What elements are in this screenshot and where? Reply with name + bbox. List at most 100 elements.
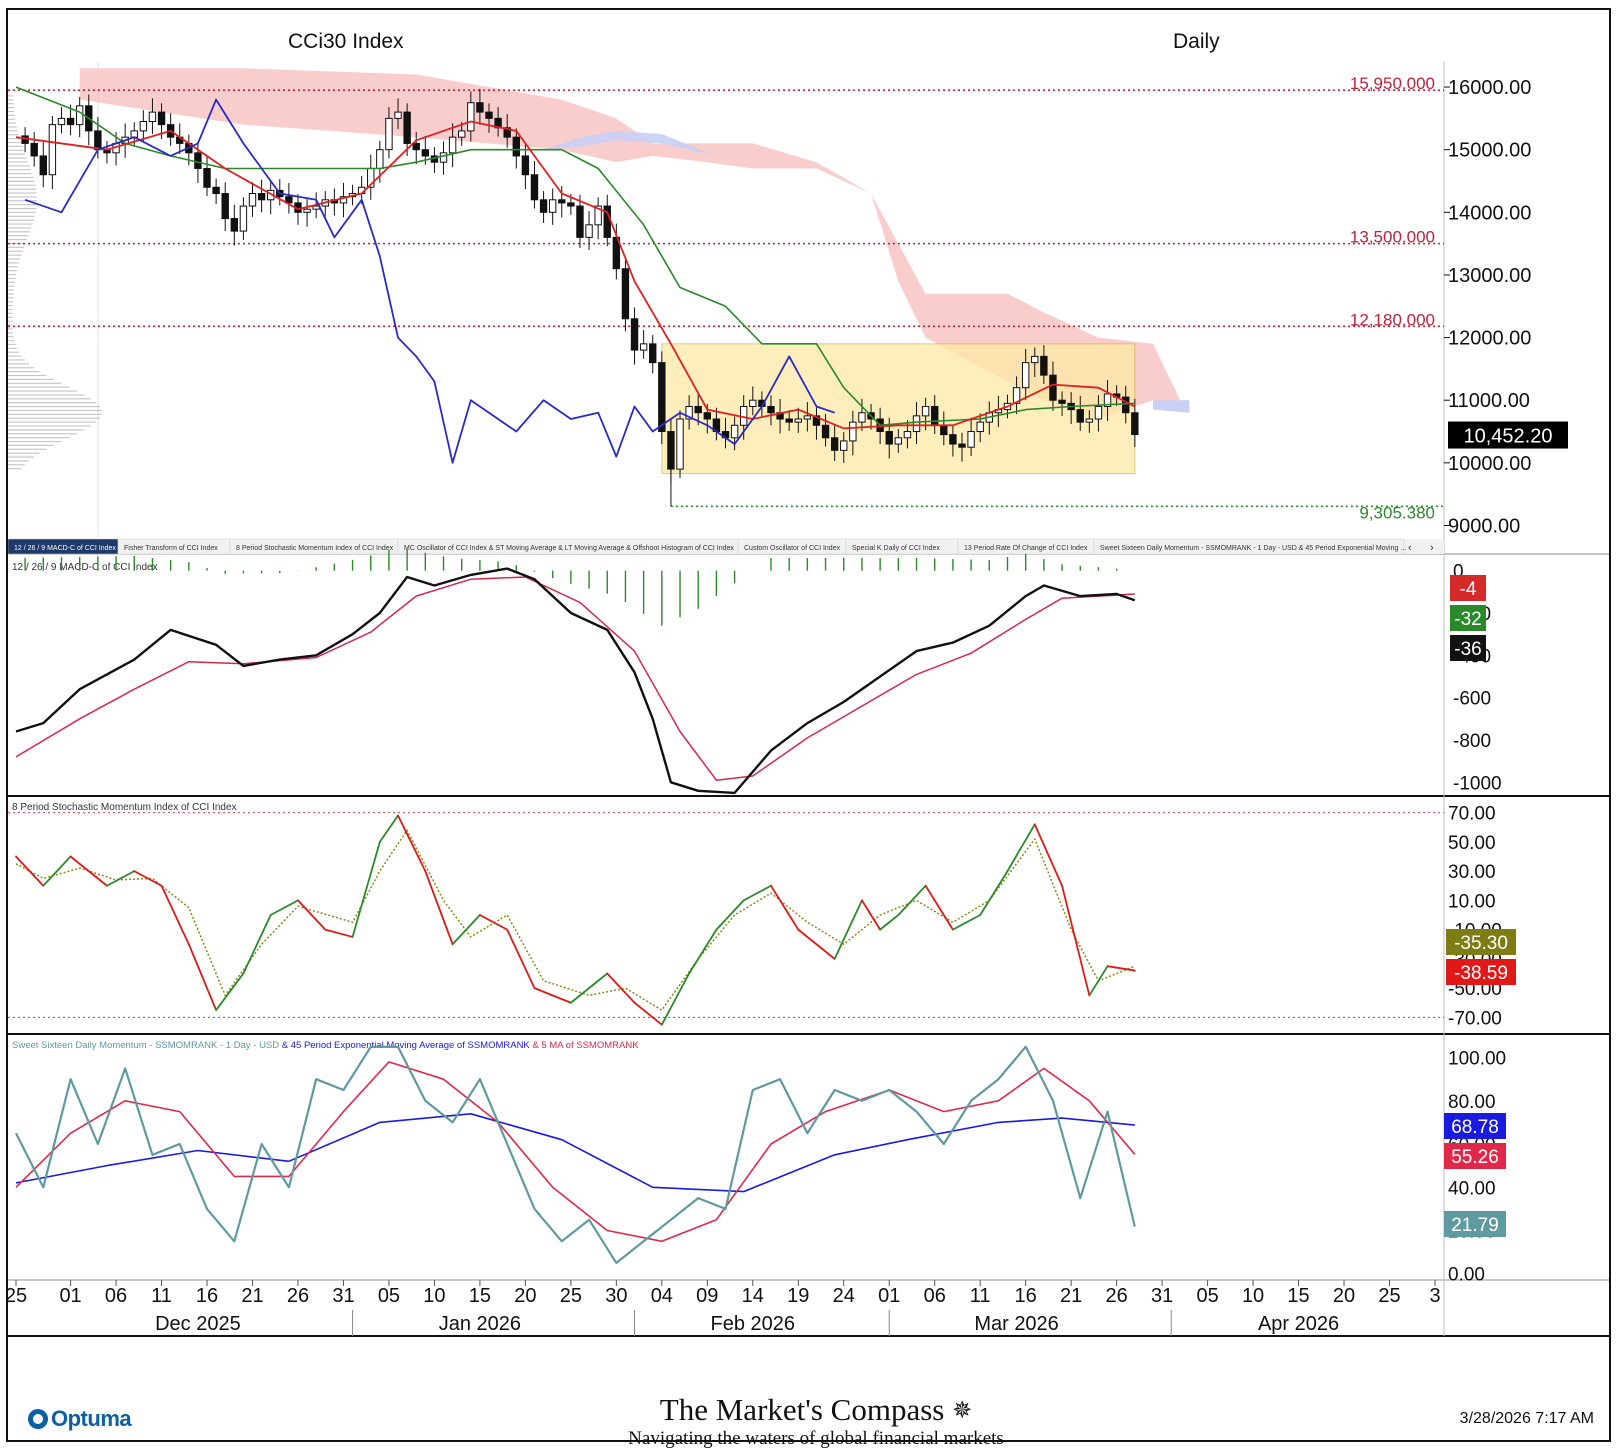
indicator-tab-label[interactable]: Sweet Sixteen Daily Momentum - SSMOMRANK… [1100, 545, 1406, 552]
smi-line [633, 1001, 663, 1026]
timeframe-label: Daily [1173, 30, 1220, 53]
ssmomrank-line [15, 1045, 1136, 1265]
value-tag [1450, 605, 1486, 631]
value-tag [1444, 1211, 1506, 1237]
candle [458, 130, 466, 138]
candle [257, 193, 266, 201]
volume-profile-bar [8, 429, 85, 431]
volume-profile-bar [8, 460, 29, 462]
price-level-label: 9,305.380 [1359, 503, 1435, 522]
volume-profile-bar [8, 367, 34, 369]
month-label: Feb 2026 [711, 1313, 796, 1335]
value-tag-label: -4 [1460, 579, 1477, 600]
y-tick-label: 80.00 [1448, 1092, 1496, 1113]
candle [412, 142, 420, 151]
smi-signal-line [15, 829, 1136, 1011]
x-tick-label: 11 [970, 1285, 991, 1307]
consolidation-box [661, 343, 1136, 474]
y-tick-label: 10000.00 [1448, 453, 1531, 475]
month-label: Apr 2026 [1258, 1313, 1339, 1335]
candle [385, 117, 393, 151]
x-tick-label: 16 [1015, 1285, 1037, 1307]
candle [1021, 362, 1030, 389]
smi-line [1006, 823, 1036, 873]
volume-profile-bar [8, 293, 14, 295]
volume-profile-bar [8, 468, 22, 470]
candle [558, 199, 566, 204]
smi-line [606, 972, 636, 1004]
candle [885, 431, 893, 445]
indicator-tab-label[interactable]: 8 Period Stochastic Momentum Index of CC… [236, 545, 394, 552]
volume-profile-bar [8, 188, 37, 190]
optuma-logo: Optuma [28, 1406, 132, 1432]
volume-profile-bar [8, 180, 35, 182]
volume-profile-bar [8, 394, 85, 396]
candle [703, 412, 712, 420]
candle [667, 431, 675, 470]
smi-line [451, 914, 481, 946]
value-tag-label: -32 [1454, 609, 1481, 630]
volume-profile-bar [8, 440, 62, 443]
candle [248, 193, 257, 207]
volume-profile-bar [8, 390, 78, 392]
indicator-tab-label[interactable]: MC Oscillator of CCI Index & ST Moving A… [404, 545, 734, 552]
volume-profile-bar [8, 172, 33, 175]
volume-profile-bar [8, 421, 97, 423]
candle [1103, 393, 1112, 407]
tab-scroll-right-icon[interactable]: › [1430, 542, 1434, 554]
smi-line [1033, 823, 1063, 887]
volume-profile-bar [8, 242, 26, 245]
smi-line [42, 855, 72, 887]
x-tick-label: 10 [1242, 1285, 1264, 1307]
smi-line [133, 870, 163, 887]
candle [567, 202, 575, 207]
volume-profile-bar [8, 184, 36, 186]
x-tick-label: 01 [59, 1285, 81, 1307]
candle [594, 205, 602, 226]
volume-profile-bar [8, 196, 37, 198]
candle [339, 196, 348, 204]
ichimoku-cloud-bullish [543, 130, 717, 156]
macd-signal-line [15, 576, 1135, 781]
indicator-tab-label[interactable]: Custom Oscillator of CCI Index [744, 545, 841, 552]
volume-profile-bar [8, 141, 21, 144]
smi-line [424, 870, 454, 946]
value-tag [1446, 929, 1516, 955]
tab-scroll-left-icon[interactable]: ‹ [1408, 542, 1412, 554]
volume-profile-bar [8, 281, 15, 283]
candle [912, 415, 921, 433]
indicator-tab-label[interactable]: Fisher Transform of CCI Index [124, 545, 218, 552]
volume-profile-bar [8, 378, 54, 380]
candle [439, 152, 448, 163]
y-tick-label: 0 [1453, 562, 1464, 583]
candle [921, 405, 930, 417]
candle [630, 318, 639, 351]
volume-profile-bar [8, 238, 27, 241]
value-tag [1444, 1143, 1506, 1169]
smi-line [397, 814, 427, 873]
panel-title: Sweet Sixteen Daily Momentum - SSMOMRANK… [12, 1040, 639, 1051]
candle [785, 418, 793, 423]
chart-canvas: 15,950.00013,500.00012,180.0009,305.380 … [8, 30, 1609, 1337]
smi-line [569, 972, 609, 1004]
x-tick-label: 09 [696, 1285, 718, 1307]
volume-profile-bar [8, 402, 97, 404]
indicator-tab [1093, 538, 1405, 555]
smi-line [506, 928, 536, 990]
volume-profile-bar [8, 332, 14, 334]
y-tick-label: 0.00 [1448, 1265, 1485, 1286]
ichimoku-cloud-bullish [1153, 400, 1190, 413]
indicator-tab-label[interactable]: 12 / 26 / 9 MACD-C of CCI Index [14, 545, 116, 552]
volume-profile-bar [8, 200, 37, 202]
x-tick-label: 26 [1106, 1285, 1128, 1307]
candle [958, 443, 966, 448]
indicator-tab-label[interactable]: 13 Period Rate Of Change of CCI Index [964, 545, 1088, 552]
indicator-tab-label[interactable]: Special K Daily of CCI Index [852, 545, 940, 552]
y-tick-label: 10.00 [1448, 891, 1496, 912]
x-tick-label: 25 [560, 1285, 582, 1307]
candle [394, 111, 402, 119]
y-tick-label: -1000 [1453, 773, 1502, 794]
x-tick-label: 04 [651, 1285, 673, 1307]
volume-profile-bar [8, 254, 22, 256]
optuma-logo-icon [28, 1409, 48, 1429]
